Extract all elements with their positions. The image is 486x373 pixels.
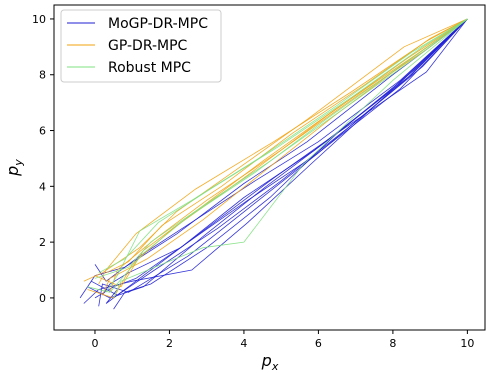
trajectory-1-4 (113, 18, 468, 310)
trajectory-2-7 (102, 18, 468, 296)
x-axis-label: px (261, 351, 279, 373)
x-tick-label: 10 (460, 337, 474, 350)
legend-label: Robust MPC (108, 60, 191, 76)
trajectory-layer (79, 18, 468, 310)
legend: MoGP-DR-MPC GP-DR-MPC Robust MPC (60, 9, 222, 83)
plot-frame (53, 4, 486, 331)
trajectory-3-5 (98, 18, 468, 274)
trajectory-3-3 (87, 18, 468, 293)
x-tick-label: 0 (91, 337, 98, 350)
y-tick-label: 6 (39, 125, 46, 138)
trajectory-3-4 (113, 18, 468, 299)
trajectory-2-2 (83, 18, 468, 282)
trajectory-2-4 (94, 18, 468, 288)
x-tick-label: 8 (389, 337, 396, 350)
legend-box (60, 9, 222, 83)
y-tick-label: 2 (39, 236, 46, 249)
trajectory-1-10 (91, 18, 468, 296)
legend-label: MoGP-DR-MPC (108, 16, 208, 32)
x-tick-label: 4 (240, 337, 247, 350)
trajectory-1-8 (105, 18, 468, 304)
x-tick-label: 2 (166, 337, 173, 350)
tick-layer: 0 2 4 6 8 10 0 2 4 6 8 10 (32, 13, 474, 350)
y-tick-label: 10 (32, 13, 46, 26)
y-axis-label: py (3, 159, 25, 177)
y-tick-label: 0 (39, 292, 46, 305)
y-tick-label: 4 (39, 180, 46, 193)
legend-label: GP-DR-MPC (108, 38, 188, 54)
trajectory-3-2 (94, 18, 468, 279)
x-tick-label: 6 (315, 337, 322, 350)
y-tick-label: 8 (39, 69, 46, 82)
